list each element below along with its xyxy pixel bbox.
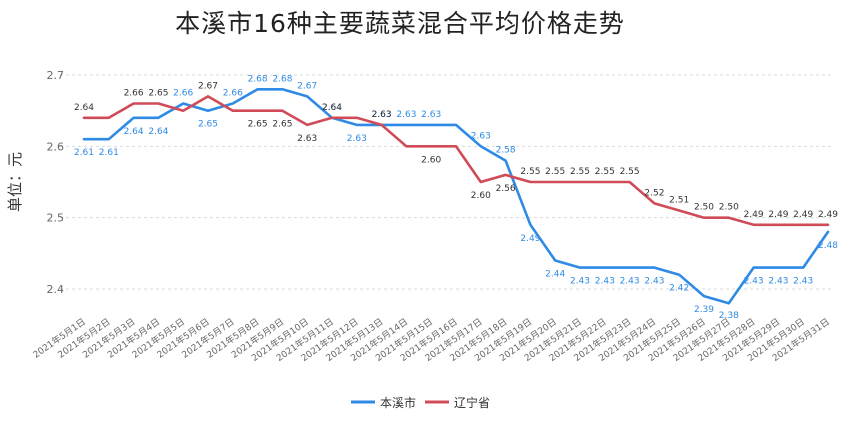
data-label: 2.43 [595,277,615,287]
data-label: 2.63 [372,110,392,120]
data-label: 2.60 [471,191,491,201]
data-label: 2.65 [272,120,292,130]
y-tick-label: 2.5 [47,212,65,225]
x-axis-ticks: 2021年5月1日2021年5月2日2021年5月3日2021年5月4日2021… [31,316,832,364]
data-label: 2.65 [148,89,168,99]
series-line [82,95,830,227]
data-label: 2.61 [99,148,119,158]
data-label: 2.50 [694,203,714,213]
data-label: 2.63 [471,131,491,141]
data-label: 2.43 [744,277,764,287]
data-label: 2.68 [248,74,268,84]
data-label: 2.66 [223,89,243,99]
data-label: 2.49 [744,210,764,220]
data-label: 2.64 [124,127,144,137]
data-label: 2.48 [818,241,838,251]
data-label: 2.51 [669,196,689,206]
data-label: 2.43 [570,277,590,287]
data-label: 2.43 [793,277,813,287]
data-label: 2.66 [124,89,144,99]
data-labels: 2.61 2.61 2.64 2.64 2.66 2.65 2.66 2.68 2.68 2.67… [74,74,838,321]
data-label: 2.43 [644,277,664,287]
data-label: 2.43 [768,277,788,287]
y-tick-label: 2.4 [47,283,65,296]
data-label: 2.65 [248,120,268,130]
data-label: 2.63 [421,110,441,120]
data-label: 2.43 [620,277,640,287]
data-label: 2.55 [620,167,640,177]
data-label: 2.63 [396,110,416,120]
y-axis-ticks: 2.4 2.5 2.6 2.7 [47,69,65,296]
data-label: 2.49 [793,210,813,220]
data-label: 2.49 [818,210,838,220]
legend-label: 辽宁省 [454,395,490,410]
series-lines [82,88,830,305]
data-label: 2.63 [347,134,367,144]
data-label: 2.64 [148,127,168,137]
data-label: 2.64 [322,103,342,113]
data-label: 2.63 [297,134,317,144]
y-axis-label: 单位：元 [6,152,24,212]
legend: 本溪市 辽宁省 [351,395,490,410]
data-label: 2.67 [198,81,218,91]
data-label: 2.42 [669,284,689,294]
data-label: 2.52 [644,188,664,198]
data-label: 2.49 [768,210,788,220]
legend-label: 本溪市 [380,395,416,410]
data-label: 2.65 [198,120,218,130]
y-tick-label: 2.6 [47,140,65,153]
data-label: 2.55 [570,167,590,177]
data-label: 2.38 [719,311,739,321]
data-label: 2.56 [496,184,516,194]
data-label: 2.68 [272,74,292,84]
data-label: 2.55 [595,167,615,177]
chart-title: 本溪市16种主要蔬菜混合平均价格走势 [175,9,625,38]
y-tick-label: 2.7 [47,69,65,82]
series-line [82,88,830,305]
data-label: 2.64 [322,103,342,113]
data-label: 2.50 [719,203,739,213]
data-label: 2.49 [520,234,540,244]
data-label: 2.58 [496,146,516,156]
data-label: 2.66 [173,89,193,99]
data-label: 2.44 [545,269,565,279]
data-label: 2.39 [694,305,714,315]
data-label: 2.55 [545,167,565,177]
data-label: 2.60 [421,155,441,165]
data-label: 2.55 [520,167,540,177]
data-label: 2.64 [74,103,94,113]
data-label: 2.67 [297,81,317,91]
data-label: 2.61 [74,148,94,158]
data-label: 2.63 [372,110,392,120]
